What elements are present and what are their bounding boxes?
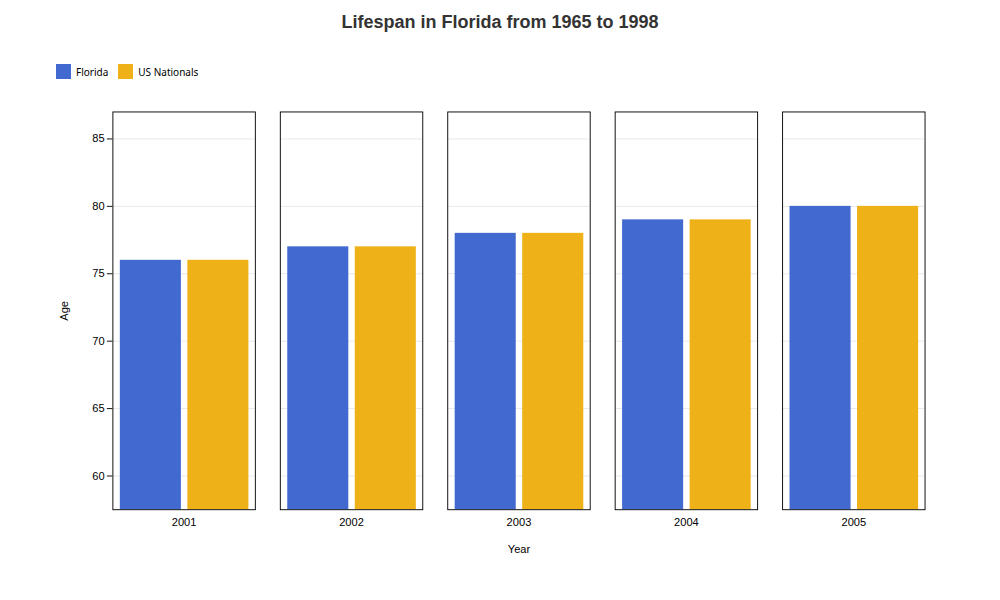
svg-text:2005: 2005 — [841, 516, 866, 528]
svg-text:2004: 2004 — [674, 516, 699, 528]
svg-text:Year: Year — [508, 543, 531, 555]
svg-text:75: 75 — [92, 267, 104, 279]
svg-text:65: 65 — [92, 402, 104, 414]
svg-text:2002: 2002 — [339, 516, 364, 528]
html-text:US Nationals: US Nationals — [138, 64, 199, 79]
html-text:Lifespan in Florida from 1965: Lifespan in Florida from 1965 to 1998 — [341, 12, 659, 32]
svg-text:70: 70 — [92, 335, 104, 347]
svg-text:2003: 2003 — [507, 516, 532, 528]
svg-text:60: 60 — [92, 470, 104, 482]
html-text:Florida: Florida — [76, 64, 109, 79]
svg-text:Age: Age — [58, 301, 70, 321]
svg-text:80: 80 — [92, 200, 104, 212]
svg-text:85: 85 — [92, 132, 104, 144]
svg-text:2001: 2001 — [172, 516, 197, 528]
